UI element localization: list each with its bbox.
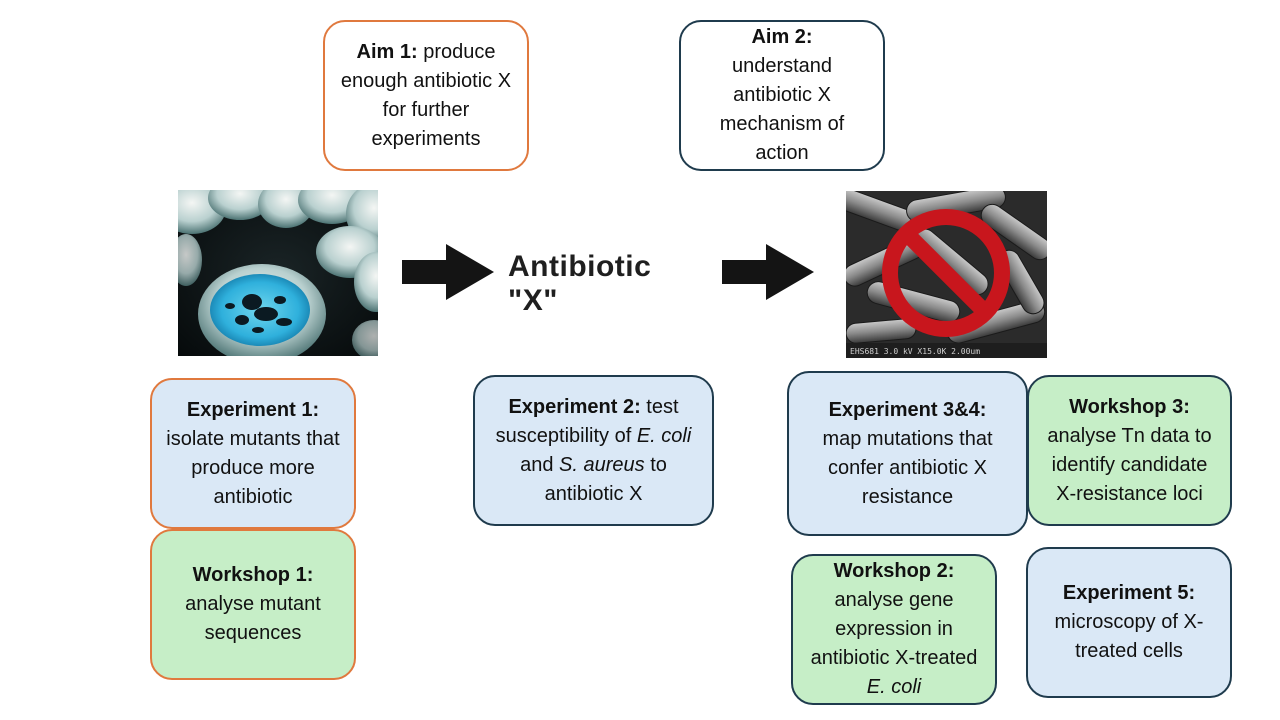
aim-2-text: understand antibiotic X mechanism of act… (719, 55, 845, 164)
antibiotic-x-label: Antibiotic "X" (508, 250, 652, 317)
experiment-2-text: and (520, 453, 560, 476)
experiment-5-box: Experiment 5: microscopy of X-treated cel… (1026, 547, 1232, 698)
experiment-5-title: Experiment 5: (1062, 582, 1196, 604)
experiment-2-text: to antibiotic X (544, 453, 667, 505)
workshop-3-box: Workshop 3: analyse Tn data to identify c… (1027, 375, 1232, 526)
arrow-right-icon (722, 244, 814, 300)
arrow-right-icon (402, 244, 494, 300)
workshop-3-text: analyse Tn data to identify candidate X-… (1047, 424, 1212, 505)
bacteria-micrograph-image: EHS681 3.0 kV X15.0K 2.00um (846, 191, 1047, 358)
organism-e-coli: E. coli (636, 424, 692, 447)
colony-image (178, 190, 378, 356)
experiment-5-text: microscopy of X-treated cells (1054, 611, 1204, 662)
aim-1-text: produce enough antibiotic X for further … (340, 40, 512, 150)
experiment-2-text: test susceptibility of (495, 395, 679, 447)
aim-2-title: Aim 2: (751, 26, 813, 48)
aim-2-box: Aim 2: understand antibiotic X mechanism … (679, 20, 885, 171)
workshop-3-title: Workshop 3: (1069, 395, 1190, 418)
experiment-1-box: Experiment 1: isolate mutants that produc… (150, 378, 356, 529)
experiment-2-box: Experiment 2: test susceptibility of E. … (473, 375, 714, 526)
experiment-1-text: isolate mutants that produce more antibi… (166, 427, 340, 508)
organism-s-aureus: S. aureus (559, 453, 645, 476)
micrograph-caption: EHS681 3.0 kV X15.0K 2.00um (850, 347, 980, 356)
experiment-1-title: Experiment 1: (186, 398, 320, 421)
experiment-2-title: Experiment 2: (508, 395, 641, 418)
workshop-1-title: Workshop 1: (192, 564, 314, 586)
workshop-1-text: analyse mutant sequences (185, 593, 321, 644)
organism-e-coli: E. coli (866, 676, 922, 698)
workshop-1-box: Workshop 1: analyse mutant sequences (150, 529, 356, 680)
aim-1-box: Aim 1: produce enough antibiotic X for f… (323, 20, 529, 171)
experiment-3-4-title: Experiment 3&4: (828, 398, 987, 421)
workshop-2-title: Workshop 2: (833, 560, 955, 582)
workshop-2-text: analyse gene expression in antibiotic X-… (810, 589, 978, 669)
aim-1-title: Aim 1: (356, 40, 418, 63)
experiment-3-4-box: Experiment 3&4: map mutations that confer… (787, 371, 1028, 536)
experiment-3-4-text: map mutations that confer antibiotic X r… (822, 427, 993, 508)
workshop-2-box: Workshop 2: analyse gene expression in an… (791, 554, 997, 705)
